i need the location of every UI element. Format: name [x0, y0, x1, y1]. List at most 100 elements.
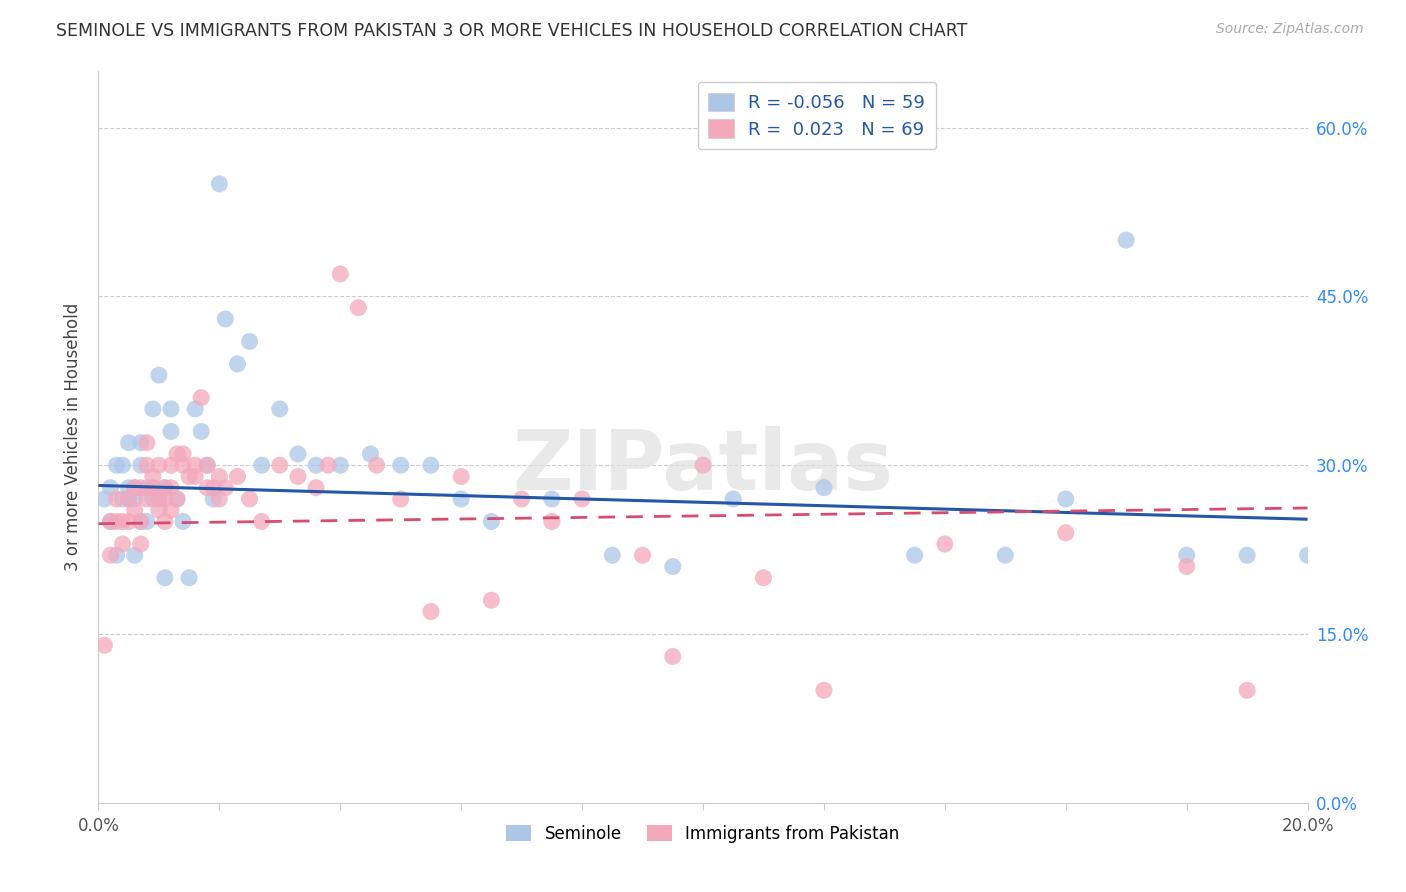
Point [160, 401, 183, 416]
Point [813, 481, 835, 495]
Point [129, 435, 152, 450]
Point [661, 649, 683, 664]
Point [153, 481, 176, 495]
Point [172, 447, 194, 461]
Text: ZIPatlas: ZIPatlas [513, 425, 893, 507]
Point [1236, 548, 1258, 562]
Point [129, 481, 152, 495]
Point [366, 458, 388, 473]
Point [287, 447, 309, 461]
Point [329, 458, 352, 473]
Text: Source: ZipAtlas.com: Source: ZipAtlas.com [1216, 22, 1364, 37]
Point [111, 458, 134, 473]
Point [571, 491, 593, 506]
Point [160, 425, 183, 439]
Point [153, 481, 176, 495]
Point [195, 458, 218, 473]
Point [239, 491, 262, 506]
Point [1175, 548, 1198, 562]
Point [347, 301, 370, 315]
Point [994, 548, 1017, 562]
Point [316, 458, 339, 473]
Point [540, 491, 562, 506]
Point [195, 481, 218, 495]
Point [153, 571, 176, 585]
Point [184, 458, 207, 473]
Point [135, 491, 157, 506]
Point [723, 491, 745, 506]
Point [142, 491, 165, 506]
Point [250, 515, 273, 529]
Point [160, 481, 183, 495]
Point [129, 458, 152, 473]
Point [160, 458, 183, 473]
Point [904, 548, 927, 562]
Point [934, 537, 956, 551]
Point [1175, 559, 1198, 574]
Point [226, 469, 249, 483]
Point [190, 391, 212, 405]
Point [93, 638, 115, 652]
Point [450, 469, 472, 483]
Point [124, 481, 146, 495]
Point [179, 571, 201, 585]
Point [118, 491, 141, 506]
Point [1236, 683, 1258, 698]
Point [135, 458, 157, 473]
Point [389, 458, 412, 473]
Point [135, 515, 157, 529]
Point [172, 458, 194, 473]
Legend: Seminole, Immigrants from Pakistan: Seminole, Immigrants from Pakistan [499, 818, 907, 849]
Point [148, 491, 170, 506]
Point [287, 469, 309, 483]
Point [1054, 525, 1077, 540]
Point [166, 447, 188, 461]
Point [105, 515, 128, 529]
Point [148, 491, 170, 506]
Text: SEMINOLE VS IMMIGRANTS FROM PAKISTAN 3 OR MORE VEHICLES IN HOUSEHOLD CORRELATION: SEMINOLE VS IMMIGRANTS FROM PAKISTAN 3 O… [56, 22, 967, 40]
Point [195, 458, 218, 473]
Point [124, 491, 146, 506]
Point [100, 515, 122, 529]
Point [166, 491, 188, 506]
Point [148, 458, 170, 473]
Point [540, 515, 562, 529]
Point [214, 481, 236, 495]
Point [172, 515, 194, 529]
Point [692, 458, 714, 473]
Point [813, 683, 835, 698]
Point [142, 481, 165, 495]
Point [481, 515, 503, 529]
Point [118, 435, 141, 450]
Point [602, 548, 624, 562]
Point [124, 481, 146, 495]
Point [510, 491, 533, 506]
Point [129, 515, 152, 529]
Point [105, 548, 128, 562]
Point [153, 515, 176, 529]
Point [389, 491, 412, 506]
Point [135, 435, 157, 450]
Point [631, 548, 654, 562]
Point [111, 537, 134, 551]
Point [250, 458, 273, 473]
Point [142, 469, 165, 483]
Point [142, 481, 165, 495]
Point [329, 267, 352, 281]
Point [239, 334, 262, 349]
Point [190, 425, 212, 439]
Point [214, 312, 236, 326]
Point [420, 605, 443, 619]
Point [226, 357, 249, 371]
Y-axis label: 3 or more Vehicles in Household: 3 or more Vehicles in Household [65, 303, 83, 571]
Point [269, 401, 291, 416]
Point [360, 447, 382, 461]
Point [100, 515, 122, 529]
Point [129, 537, 152, 551]
Point [105, 491, 128, 506]
Point [208, 469, 231, 483]
Point [184, 401, 207, 416]
Point [202, 481, 225, 495]
Point [179, 469, 201, 483]
Point [661, 559, 683, 574]
